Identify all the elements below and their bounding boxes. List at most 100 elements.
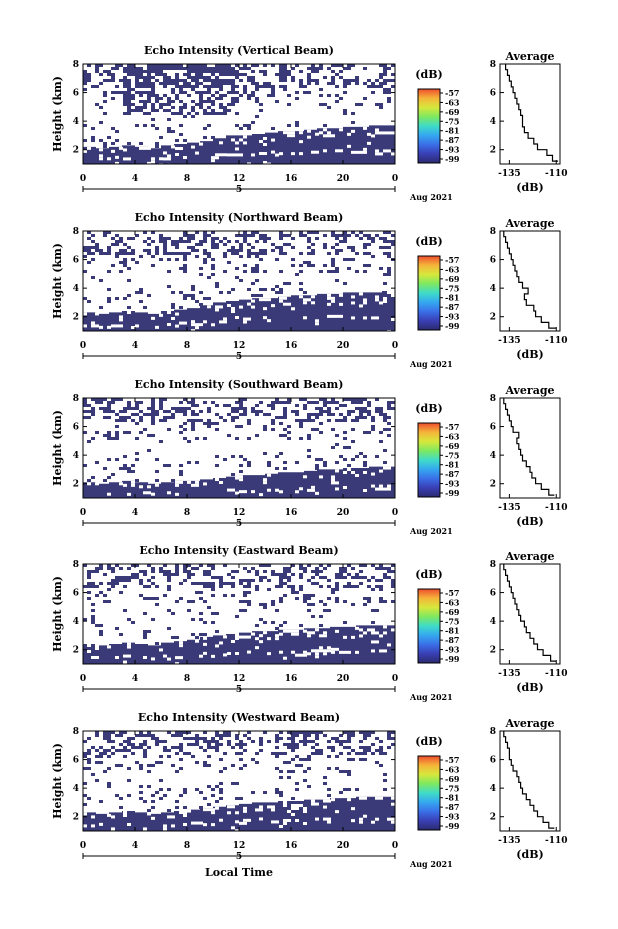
profile-y-tick-label: 2 <box>490 313 496 323</box>
x-tick-label: 20 <box>337 508 350 518</box>
panel-title: Echo Intensity (Northward Beam) <box>135 211 344 224</box>
profile-x-tick-label: -110 <box>545 669 568 679</box>
x-tick-label: 12 <box>233 508 246 518</box>
profile-frame <box>499 230 561 332</box>
profile-y-tick-label: 8 <box>490 227 496 237</box>
x-tick-label: 4 <box>132 341 138 351</box>
colorbar <box>417 755 441 831</box>
colorbar-tick-label: -75 <box>445 116 459 126</box>
date-label: Aug 2021 <box>409 692 453 702</box>
echo-heatmap <box>83 231 395 331</box>
colorbar-unit: (dB) <box>415 68 442 81</box>
x-tick-label: 20 <box>337 841 350 851</box>
colorbar-tick-label: -63 <box>445 597 460 607</box>
colorbar-tick-label: -81 <box>445 460 459 470</box>
x-tick-label: 4 <box>132 174 138 184</box>
date-label: Aug 2021 <box>409 526 453 536</box>
colorbar-tick-label: -75 <box>445 783 459 793</box>
x-tick-label: 16 <box>285 674 298 684</box>
panel-0: Echo Intensity (Vertical Beam) 2 4 6 8 Height… <box>51 44 568 202</box>
y-axis-label: Height (km) <box>51 243 64 319</box>
profile-frame <box>499 397 561 499</box>
colorbar-tick-label: -69 <box>445 441 460 451</box>
profile-x-tick-label: -135 <box>498 169 521 179</box>
panel-title: Echo Intensity (Southward Beam) <box>135 378 344 391</box>
profile-y-tick-label: 2 <box>490 480 496 490</box>
y-tick-label: 2 <box>73 146 79 156</box>
profile-line <box>503 564 557 662</box>
date-label: Aug 2021 <box>409 359 453 369</box>
y-tick-label: 2 <box>73 313 79 323</box>
x-tick-label: 8 <box>184 841 190 851</box>
profile-y-tick-label: 6 <box>490 423 496 433</box>
profile-line <box>505 64 559 162</box>
y-tick-label: 6 <box>73 756 79 766</box>
colorbar-tick-label: -93 <box>445 479 460 489</box>
x-tick-label: 16 <box>285 174 298 184</box>
profile-y-tick-label: 8 <box>490 560 496 570</box>
echo-heatmap <box>83 64 395 164</box>
profile-y-tick-label: 4 <box>490 451 496 461</box>
profile-y-tick-label: 2 <box>490 813 496 823</box>
x-tick-label: 0 <box>80 174 86 184</box>
colorbar-tick-label: -57 <box>445 755 459 765</box>
colorbar-tick-label: -75 <box>445 450 459 460</box>
colorbar-tick-label: -93 <box>445 145 460 155</box>
y-tick-label: 6 <box>73 423 79 433</box>
y-tick-label: 6 <box>73 256 79 266</box>
panel-2: Echo Intensity (Southward Beam) 2 4 6 8 Heigh… <box>51 378 568 536</box>
profile-x-label: (dB) <box>516 681 543 694</box>
x-tick-label: 20 <box>337 341 350 351</box>
profile-y-tick-label: 6 <box>490 89 496 99</box>
colorbar <box>417 588 441 664</box>
y-tick-label: 8 <box>73 727 79 737</box>
profile-title: Average <box>504 550 554 563</box>
colorbar-tick-label: -99 <box>445 488 460 498</box>
x-tick-label: 20 <box>337 674 350 684</box>
x-tick-label: 8 <box>184 174 190 184</box>
profile-x-label: (dB) <box>516 848 543 861</box>
profile-y-tick-label: 8 <box>490 394 496 404</box>
colorbar-tick-label: -87 <box>445 802 459 812</box>
profile-x-tick-label: -110 <box>545 169 568 179</box>
colorbar-tick-label: -69 <box>445 107 460 117</box>
date-label: Aug 2021 <box>409 192 453 202</box>
colorbar-tick-label: -99 <box>445 821 460 831</box>
profile-y-tick-label: 2 <box>490 646 496 656</box>
colorbar <box>417 255 441 331</box>
x-tick-label: 12 <box>233 841 246 851</box>
y-tick-label: 8 <box>73 394 79 404</box>
colorbar-tick-label: -93 <box>445 312 460 322</box>
colorbar-tick-label: -69 <box>445 607 460 617</box>
profile-frame <box>499 563 561 665</box>
y-tick-label: 6 <box>73 89 79 99</box>
colorbar-tick-label: -99 <box>445 154 460 164</box>
profile-x-tick-label: -135 <box>498 836 521 846</box>
profile-x-label: (dB) <box>516 515 543 528</box>
colorbar-unit: (dB) <box>415 568 442 581</box>
date-label: Aug 2021 <box>409 859 453 869</box>
profile-title: Average <box>504 717 554 730</box>
echo-heatmap <box>83 564 395 664</box>
x-tick-label: 8 <box>184 674 190 684</box>
colorbar <box>417 88 441 164</box>
profile-x-tick-label: -110 <box>545 336 568 346</box>
colorbar-tick-label: -93 <box>445 812 460 822</box>
colorbar-tick-label: -75 <box>445 283 459 293</box>
profile-y-tick-label: 6 <box>490 256 496 266</box>
x-tick-label: 4 <box>132 841 138 851</box>
profile-line <box>503 731 555 829</box>
profile-x-tick-label: -110 <box>545 836 568 846</box>
colorbar-tick-label: -57 <box>445 88 459 98</box>
x-tick-label: 16 <box>285 508 298 518</box>
colorbar-tick-label: -63 <box>445 764 460 774</box>
profile-y-tick-label: 6 <box>490 589 496 599</box>
x-tick-label: 4 <box>132 674 138 684</box>
y-tick-label: 4 <box>73 617 79 627</box>
colorbar-tick-label: -87 <box>445 302 459 312</box>
y-tick-label: 2 <box>73 646 79 656</box>
profile-y-tick-label: 2 <box>490 146 496 156</box>
panel-4: Echo Intensity (Westward Beam) 2 4 6 8 Height… <box>51 711 568 879</box>
y-tick-label: 4 <box>73 117 79 127</box>
x-tick-label: 12 <box>233 341 246 351</box>
